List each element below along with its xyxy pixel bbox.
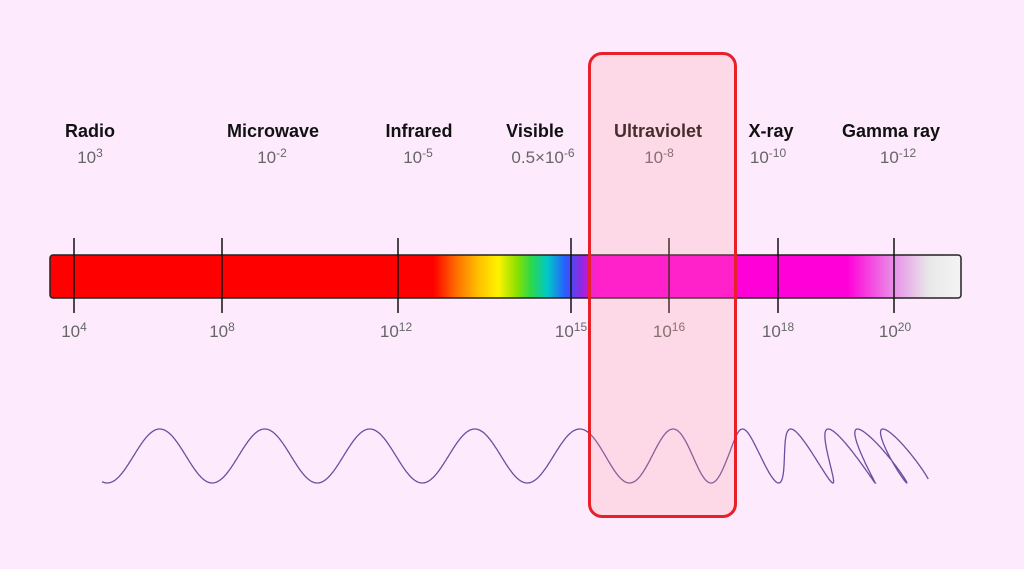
band-label-gamma: Gamma ray: [841, 121, 941, 141]
frequency-label-2: 108: [209, 320, 235, 341]
wavelength-visible: 0.5×10-6: [511, 146, 575, 167]
wavelength-ultraviolet: 10-8: [644, 146, 674, 167]
frequency-label-6: 1018: [761, 320, 795, 341]
band-label-radio: Radio: [64, 121, 116, 141]
wavelength-microwave: 10-2: [257, 146, 287, 167]
frequency-label-5: 1016: [652, 320, 686, 341]
ultraviolet-highlight-box: [588, 52, 737, 518]
wavelength-xray: 10-10: [749, 146, 787, 167]
wavelength-gamma: 10-12: [879, 146, 917, 167]
frequency-label-1: 104: [61, 320, 87, 341]
frequency-label-7: 1020: [878, 320, 912, 341]
spectrum-bar: [49, 254, 962, 299]
band-label-microwave: Microwave: [226, 121, 320, 141]
band-label-infrared: Infrared: [385, 121, 453, 141]
band-label-xray: X-ray: [748, 121, 794, 141]
band-label-ultraviolet: Ultraviolet: [613, 121, 703, 141]
frequency-ticks: [73, 238, 895, 313]
wave-illustration: [101, 428, 929, 484]
wavelength-infrared: 10-5: [403, 146, 433, 167]
wavelength-radio: 103: [77, 146, 103, 167]
band-label-visible: Visible: [506, 121, 564, 141]
frequency-label-3: 1012: [379, 320, 413, 341]
frequency-label-4: 1015: [554, 320, 588, 341]
